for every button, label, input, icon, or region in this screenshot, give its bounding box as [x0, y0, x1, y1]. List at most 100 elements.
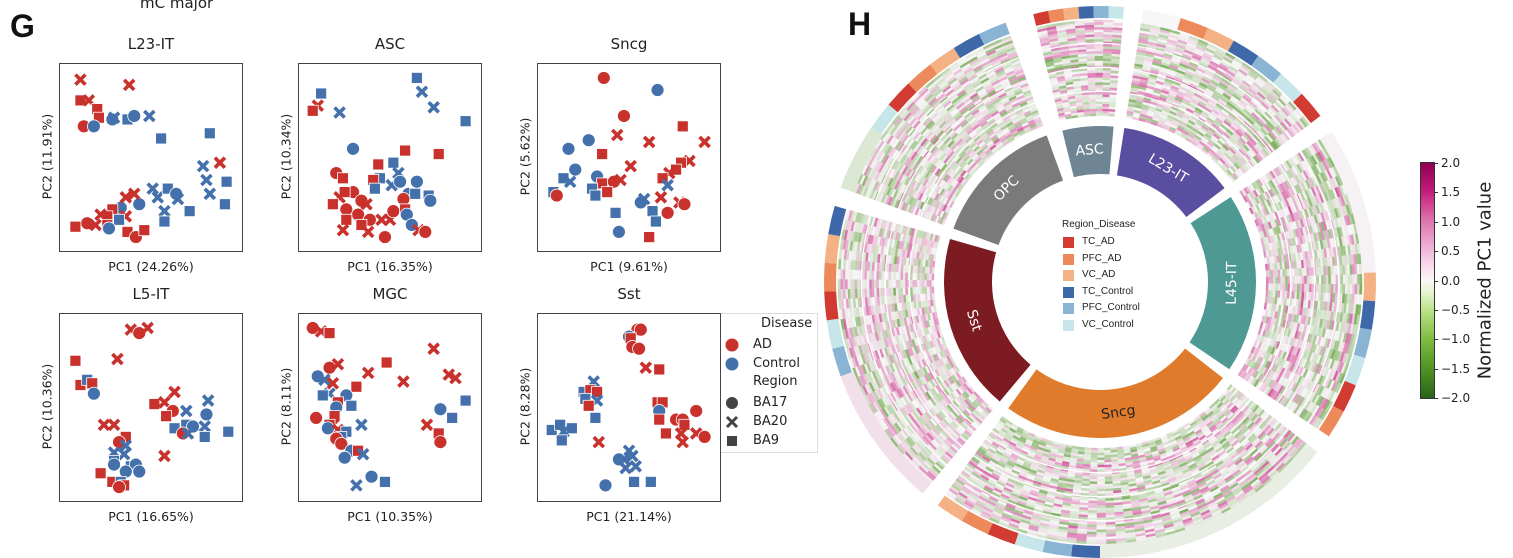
- heatmap-cell: [1330, 265, 1334, 276]
- sector-label: L45-IT: [1224, 261, 1240, 305]
- heatmap-cell: [1313, 141, 1322, 152]
- point-square: [158, 215, 171, 228]
- heatmap-cell: [1278, 358, 1285, 367]
- heatmap-cell: [1147, 38, 1158, 44]
- heatmap-cell: [1169, 126, 1177, 132]
- heatmap-cell: [1096, 113, 1103, 117]
- heatmap-cell: [1289, 321, 1294, 330]
- heatmap-cell: [1295, 120, 1304, 131]
- heatmap-cell: [1108, 111, 1116, 115]
- sector-label: ASC: [1075, 141, 1105, 159]
- heatmap-cell: [1097, 474, 1105, 478]
- heatmap-cell: [1306, 234, 1311, 244]
- heatmap-cell: [1170, 85, 1180, 91]
- heatmap-cell: [1220, 60, 1231, 68]
- point-x: [143, 109, 156, 123]
- heatmap-cell: [1267, 379, 1274, 388]
- heatmap-cell: [1313, 223, 1319, 233]
- heatmap-cell: [1283, 207, 1289, 217]
- track-divider: [1053, 90, 1117, 98]
- heatmap-cell: [1281, 107, 1290, 117]
- heatmap-cell: [1284, 104, 1294, 114]
- heatmap-cell: [1289, 113, 1298, 123]
- heatmap-cell: [1317, 231, 1323, 241]
- heatmap-cell: [1299, 268, 1303, 277]
- heatmap-cell: [1188, 418, 1196, 425]
- heatmap-cell: [1309, 352, 1315, 362]
- heatmap-cell: [1219, 111, 1228, 119]
- heatmap-cell: [1321, 171, 1329, 182]
- heatmap-cell: [1288, 168, 1295, 178]
- heatmap-cell: [1270, 317, 1275, 325]
- point-x: [639, 361, 653, 374]
- heatmap-cell: [1243, 120, 1252, 129]
- heatmap-cell: [1157, 36, 1169, 42]
- heatmap-cell: [1250, 199, 1256, 207]
- heatmap-cell: [1275, 374, 1282, 384]
- heatmap-cell: [1322, 387, 1329, 399]
- heatmap-cell: [1280, 200, 1286, 209]
- heatmap-cell: [1315, 418, 1324, 429]
- heatmap-cell: [1301, 149, 1309, 160]
- heatmap-cell: [1077, 51, 1087, 55]
- point-x: [420, 418, 434, 432]
- heatmap-cell: [1207, 64, 1218, 72]
- heatmap-cell: [1266, 80, 1276, 90]
- heatmap-cell: [1349, 293, 1353, 305]
- heatmap-cell: [1352, 233, 1358, 245]
- heatmap-cell: [1226, 384, 1233, 392]
- heatmap-cell: [1347, 323, 1352, 334]
- heatmap-cell: [1309, 414, 1317, 425]
- heatmap-cell: [1299, 117, 1308, 128]
- heatmap-cell: [1191, 78, 1201, 85]
- heatmap-cell: [1309, 343, 1316, 353]
- heatmap-cell: [1240, 156, 1248, 164]
- heatmap-cell: [1264, 296, 1269, 304]
- heatmap-cell: [1279, 269, 1284, 277]
- heatmap-cell: [1336, 237, 1341, 247]
- heatmap-cell: [1096, 539, 1107, 542]
- heatmap-cell: [1187, 133, 1196, 140]
- heatmap-cell: [1253, 379, 1260, 388]
- heatmap-cell: [1168, 66, 1178, 72]
- heatmap-cell: [1134, 104, 1143, 109]
- heatmap-cell: [1046, 28, 1057, 33]
- heatmap-cell: [1293, 122, 1302, 132]
- heatmap-cell: [1169, 89, 1178, 96]
- heatmap-cell: [1109, 87, 1118, 91]
- heatmap-cell: [914, 279, 918, 288]
- heatmap-cell: [1336, 207, 1342, 218]
- heatmap-cell: [1267, 353, 1274, 362]
- heatmap-cell: [1230, 387, 1237, 395]
- point-x: [196, 159, 210, 173]
- heatmap-cell: [1304, 179, 1312, 190]
- heatmap-cell: [1230, 155, 1238, 163]
- point-x: [642, 135, 656, 149]
- heatmap-cell: [1272, 283, 1276, 291]
- heatmap-cell: [1258, 210, 1264, 218]
- heatmap-cell: [1311, 215, 1317, 225]
- heatmap-cell: [1277, 201, 1284, 210]
- heatmap-cell: [1211, 122, 1220, 130]
- heatmap-cell: [1306, 401, 1314, 412]
- heatmap-cell: [1197, 64, 1207, 72]
- heatmap-cell: [1094, 34, 1104, 37]
- heatmap-cell: [1311, 353, 1318, 363]
- heatmap-cell: [1197, 102, 1206, 109]
- heatmap-cell: [1233, 119, 1242, 127]
- heatmap-cell: [1192, 75, 1202, 83]
- heatmap-cell: [1166, 73, 1176, 79]
- heatmap-cell: [1148, 36, 1159, 42]
- heatmap-cell: [1198, 100, 1207, 107]
- heatmap-cell: [1213, 408, 1221, 415]
- point-x: [361, 366, 375, 380]
- heatmap-cell: [1314, 406, 1322, 417]
- heatmap-cell: [1184, 93, 1193, 100]
- heatmap-cell: [1002, 425, 1010, 432]
- heatmap-cell: [1278, 134, 1287, 144]
- heatmap-cell: [1323, 191, 1330, 202]
- heatmap-cell: [1112, 29, 1123, 33]
- x-axis-label: PC1 (16.35%): [347, 259, 433, 274]
- heatmap-cell: [1262, 336, 1267, 345]
- heatmap-cell: [1153, 112, 1162, 118]
